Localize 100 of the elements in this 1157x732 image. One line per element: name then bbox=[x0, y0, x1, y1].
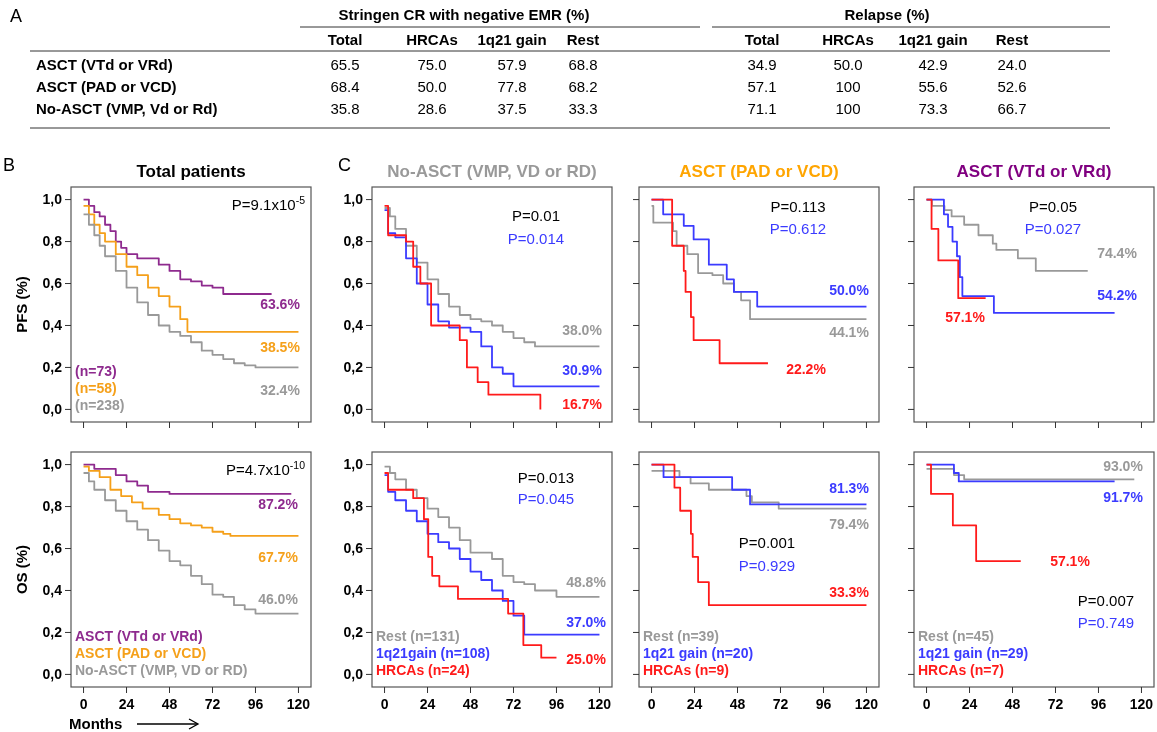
text: 100 bbox=[835, 100, 861, 117]
x-tick-label: 96 bbox=[247, 696, 264, 712]
annotation: P=0.007 bbox=[1077, 592, 1135, 610]
y-tick-label: 0,0 bbox=[42, 401, 63, 418]
y-tick-label: 0,2 bbox=[343, 359, 364, 376]
annotation: 46.0% bbox=[258, 590, 299, 607]
annotation: P=0.01 bbox=[512, 207, 560, 225]
annotation: 48.8% bbox=[566, 573, 607, 590]
annotation: 38.5% bbox=[260, 338, 301, 355]
x-tick-label: 96 bbox=[815, 696, 832, 712]
y-tick-label: 0,4 bbox=[42, 582, 63, 599]
x-tick-label: 24 bbox=[419, 696, 436, 712]
text: (n=238) bbox=[75, 397, 125, 413]
text: 28.6 bbox=[417, 100, 447, 117]
y-tick-label: 0,0 bbox=[42, 666, 63, 683]
annotation: P=4.7x10$^{-10}$ bbox=[226, 459, 306, 479]
text: 100 bbox=[835, 78, 861, 95]
y-tick-label: 0,8 bbox=[343, 233, 364, 250]
y-tick-label: 0,6 bbox=[42, 275, 63, 292]
annotation: P=0.05 bbox=[1029, 198, 1077, 216]
annotation: P=0.027 bbox=[1024, 220, 1082, 238]
x-tick-label: 120 bbox=[286, 696, 311, 712]
y-tick-label: 0,0 bbox=[343, 401, 364, 418]
text: 35.8 bbox=[330, 100, 360, 117]
y-tick-label: 0,6 bbox=[343, 540, 364, 557]
annotation: 57.1% bbox=[945, 308, 986, 325]
text: 68.4 bbox=[330, 78, 360, 95]
category-label: HRCAs bbox=[406, 31, 458, 48]
y-tick-label: 0,6 bbox=[343, 275, 364, 292]
category-label: HRCAs bbox=[822, 31, 874, 48]
annotation: 93.0% bbox=[1103, 457, 1144, 474]
annotation: P=0.045 bbox=[517, 490, 575, 508]
text: ASCT (VTd or VRd) bbox=[75, 628, 203, 644]
text: C bbox=[338, 155, 351, 176]
annotation: 87.2% bbox=[258, 495, 299, 512]
annotation: 63.6% bbox=[260, 295, 301, 312]
annotation: P=0.013 bbox=[517, 469, 575, 487]
y-tick-label: 0,2 bbox=[42, 359, 63, 376]
text: 1q21 gain (n=29) bbox=[918, 645, 1029, 661]
annotation: 91.7% bbox=[1103, 488, 1144, 505]
text: Relapse (%) bbox=[844, 6, 930, 23]
annotation: P=0.014 bbox=[507, 230, 565, 248]
y-tick-label: 0,4 bbox=[343, 582, 364, 599]
x-tick-label: 0 bbox=[79, 696, 88, 712]
y-tick-label: 0,2 bbox=[42, 624, 63, 641]
x-axis-title: Months bbox=[69, 715, 123, 732]
text: 42.9 bbox=[918, 56, 948, 73]
text: Rest (n=131) bbox=[376, 628, 460, 644]
y-tick-label: 0,4 bbox=[343, 317, 364, 334]
text: 77.8 bbox=[497, 78, 527, 95]
x-tick-label: 72 bbox=[772, 696, 789, 712]
y-tick-label: 0,4 bbox=[42, 317, 63, 334]
annotation: 32.4% bbox=[260, 381, 301, 398]
category-label: Rest bbox=[566, 31, 600, 48]
text: 57.1 bbox=[747, 78, 777, 95]
category-label: ASCT (VTd or VRd) bbox=[36, 56, 173, 73]
y-tick-label: 1,0 bbox=[42, 456, 63, 473]
text: (n=73) bbox=[75, 363, 117, 379]
annotation: 25.0% bbox=[566, 650, 607, 667]
x-tick-label: 48 bbox=[1004, 696, 1021, 712]
x-tick-label: 0 bbox=[922, 696, 931, 712]
category-label: Total bbox=[744, 31, 780, 48]
x-tick-label: 0 bbox=[380, 696, 389, 712]
x-tick-label: 24 bbox=[118, 696, 135, 712]
y-tick-label: 0,8 bbox=[343, 498, 364, 515]
text: HRCAs (n=24) bbox=[376, 662, 470, 678]
annotation: 81.3% bbox=[829, 479, 870, 496]
x-tick-label: 120 bbox=[854, 696, 879, 712]
annotation: 57.1% bbox=[1050, 552, 1091, 569]
y-tick-label: 1,0 bbox=[343, 456, 364, 473]
text: (n=58) bbox=[75, 380, 117, 396]
y-tick-label: 0,8 bbox=[42, 233, 63, 250]
annotation: 22.2% bbox=[786, 360, 827, 377]
annotation: 16.7% bbox=[562, 395, 603, 412]
text: 1q21gain (n=108) bbox=[376, 645, 490, 661]
text: Rest (n=45) bbox=[918, 628, 994, 644]
y-tick-label: 0,2 bbox=[343, 624, 364, 641]
text: 1q21 gain (n=20) bbox=[643, 645, 754, 661]
x-tick-label: 48 bbox=[729, 696, 746, 712]
chart-title: ASCT (PAD or VCD) bbox=[679, 162, 839, 181]
text: HRCAs (n=7) bbox=[918, 662, 1004, 678]
text: 75.0 bbox=[417, 56, 447, 73]
text: ASCT (PAD or VCD) bbox=[75, 645, 207, 661]
x-tick-label: 48 bbox=[161, 696, 178, 712]
y-axis-title: PFS (%) bbox=[13, 276, 30, 333]
y-tick-label: 0,0 bbox=[343, 666, 364, 683]
text: A bbox=[10, 6, 23, 26]
text: B bbox=[3, 155, 16, 176]
text: 55.6 bbox=[918, 78, 948, 95]
annotation: P=0.113 bbox=[770, 198, 826, 216]
annotation: 30.9% bbox=[562, 361, 603, 378]
text: 34.9 bbox=[747, 56, 777, 73]
category-label: 1q21 gain bbox=[898, 31, 968, 48]
x-tick-label: 72 bbox=[505, 696, 522, 712]
annotation: P=0.749 bbox=[1077, 614, 1135, 632]
annotation: 37.0% bbox=[566, 613, 607, 630]
text: 33.3 bbox=[568, 100, 598, 117]
y-tick-label: 1,0 bbox=[42, 191, 63, 208]
category-label: Total bbox=[327, 31, 363, 48]
y-tick-label: 0,6 bbox=[42, 540, 63, 557]
